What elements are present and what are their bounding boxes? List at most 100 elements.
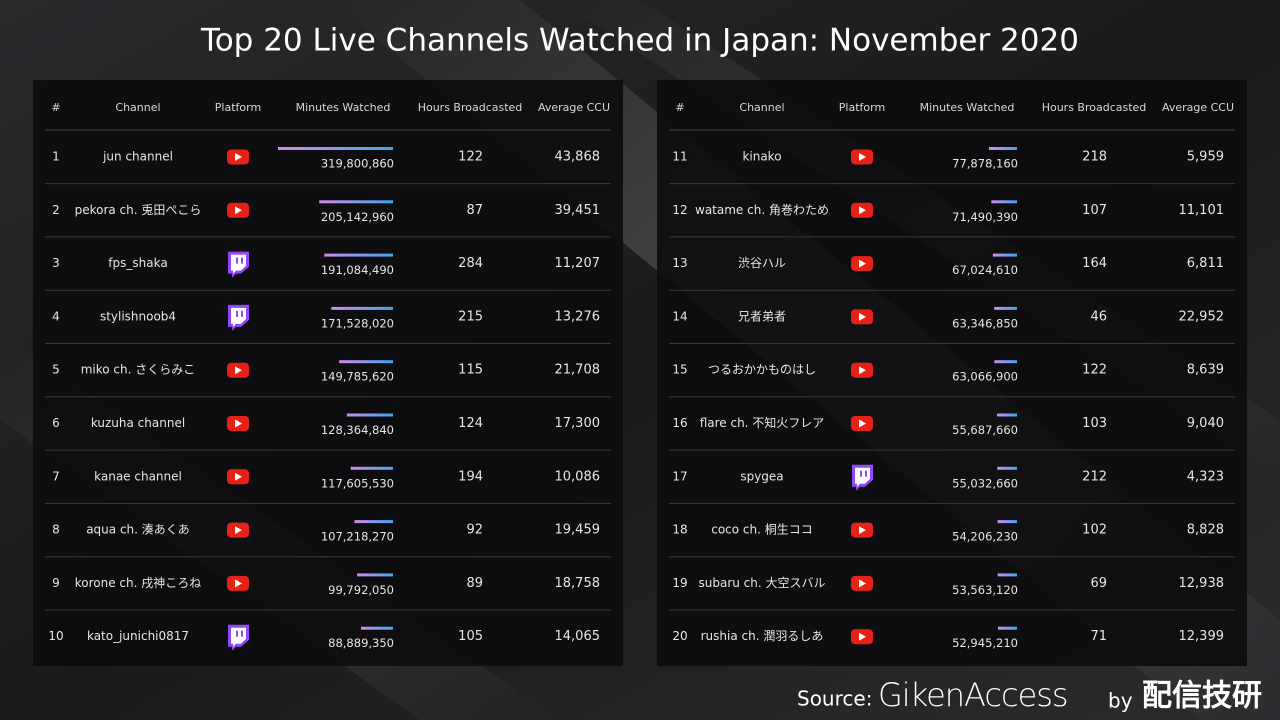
hours-broadcasted: 122 bbox=[458, 150, 483, 165]
average-ccu: 11,207 bbox=[555, 256, 601, 271]
youtube-icon bbox=[851, 149, 873, 165]
average-ccu: 39,451 bbox=[555, 203, 601, 218]
minutes-watched: 52,945,210 bbox=[952, 636, 1018, 650]
average-ccu: 9,040 bbox=[1187, 416, 1224, 431]
average-ccu: 43,868 bbox=[555, 150, 601, 165]
twitch-icon bbox=[228, 251, 249, 278]
column-header: Hours Broadcasted bbox=[418, 101, 523, 114]
icon-play bbox=[859, 419, 866, 428]
source-label: Source: bbox=[797, 687, 872, 711]
icon-eyes bbox=[860, 470, 867, 477]
youtube-icon bbox=[851, 416, 873, 431]
icon-play bbox=[859, 206, 866, 215]
minutes-bar bbox=[331, 306, 393, 310]
minutes-watched: 191,084,490 bbox=[321, 263, 394, 277]
average-ccu: 12,399 bbox=[1179, 629, 1225, 644]
rank: 16 bbox=[672, 416, 687, 430]
average-ccu: 22,952 bbox=[1179, 309, 1225, 324]
average-ccu: 21,708 bbox=[555, 363, 601, 378]
minutes-bar bbox=[994, 360, 1017, 364]
rank: 3 bbox=[52, 256, 60, 270]
rank: 19 bbox=[672, 576, 687, 590]
column-header: Platform bbox=[215, 101, 261, 114]
source-name: GikenAccess bbox=[878, 676, 1068, 714]
column-header: # bbox=[51, 101, 60, 114]
minutes-watched: 149,785,620 bbox=[321, 370, 394, 384]
column-header: Minutes Watched bbox=[920, 101, 1015, 114]
minutes-bar bbox=[324, 253, 393, 257]
minutes-bar bbox=[339, 360, 393, 364]
hours-broadcasted: 212 bbox=[1082, 469, 1107, 484]
icon-play bbox=[235, 526, 242, 535]
average-ccu: 8,828 bbox=[1187, 523, 1224, 538]
channel-name: kuzuha channel bbox=[91, 416, 185, 430]
column-header: Average CCU bbox=[538, 101, 610, 114]
minutes-watched: 63,346,850 bbox=[952, 316, 1018, 330]
youtube-icon bbox=[851, 575, 873, 591]
publisher: 配信技研 bbox=[1142, 679, 1262, 714]
icon-play bbox=[235, 366, 242, 375]
minutes-bar bbox=[997, 520, 1017, 524]
hours-broadcasted: 124 bbox=[458, 416, 483, 431]
table-panel bbox=[33, 80, 623, 666]
average-ccu: 8,639 bbox=[1187, 363, 1224, 378]
icon-play bbox=[859, 579, 866, 588]
minutes-watched: 99,792,050 bbox=[328, 583, 394, 597]
column-header: Channel bbox=[739, 101, 784, 114]
column-header: Channel bbox=[115, 101, 160, 114]
youtube-icon bbox=[851, 202, 873, 218]
channel-name: つるおかかものはし bbox=[708, 363, 816, 377]
hours-broadcasted: 107 bbox=[1082, 203, 1107, 218]
youtube-icon bbox=[227, 416, 249, 431]
youtube-icon bbox=[851, 309, 873, 325]
average-ccu: 13,276 bbox=[555, 309, 601, 324]
minutes-watched: 71,490,390 bbox=[952, 210, 1018, 224]
channel-name: coco ch. 桐生ココ bbox=[711, 523, 813, 537]
column-header: Platform bbox=[839, 101, 885, 114]
minutes-watched: 128,364,840 bbox=[321, 423, 394, 437]
hours-broadcasted: 102 bbox=[1082, 523, 1107, 538]
channel-name: pekora ch. 兎田ぺこら bbox=[75, 203, 202, 217]
minutes-watched: 319,800,860 bbox=[321, 157, 394, 171]
youtube-icon bbox=[227, 522, 249, 538]
minutes-bar bbox=[997, 573, 1017, 577]
minutes-watched: 53,563,120 bbox=[952, 583, 1018, 597]
minutes-watched: 117,605,530 bbox=[321, 476, 394, 490]
minutes-watched: 77,878,160 bbox=[952, 157, 1018, 171]
icon-play bbox=[859, 366, 866, 375]
hours-broadcasted: 218 bbox=[1082, 150, 1107, 165]
hours-broadcasted: 69 bbox=[1090, 576, 1107, 591]
channel-name: 渋谷ハル bbox=[738, 256, 786, 270]
hours-broadcasted: 103 bbox=[1082, 416, 1107, 431]
rank: 7 bbox=[52, 469, 60, 483]
channel-name: jun channel bbox=[102, 150, 173, 164]
average-ccu: 17,300 bbox=[555, 416, 601, 431]
twitch-icon bbox=[228, 624, 249, 651]
channel-name: aqua ch. 湊あくあ bbox=[86, 523, 190, 537]
minutes-bar bbox=[350, 466, 393, 470]
minutes-bar bbox=[991, 200, 1017, 204]
youtube-icon bbox=[851, 629, 873, 645]
hours-broadcasted: 71 bbox=[1090, 629, 1107, 644]
hours-broadcasted: 215 bbox=[458, 309, 483, 324]
minutes-watched: 55,032,660 bbox=[952, 476, 1018, 490]
channel-name: watame ch. 角巻わため bbox=[695, 203, 829, 217]
minutes-bar bbox=[357, 573, 393, 577]
hours-broadcasted: 284 bbox=[458, 256, 483, 271]
rank: 10 bbox=[48, 629, 63, 643]
average-ccu: 5,959 bbox=[1187, 150, 1224, 165]
icon-play bbox=[235, 153, 242, 161]
hours-broadcasted: 89 bbox=[466, 576, 483, 591]
icon-play bbox=[235, 206, 242, 215]
channel-name: rushia ch. 潤羽るしあ bbox=[701, 629, 824, 643]
minutes-watched: 205,142,960 bbox=[321, 210, 394, 224]
average-ccu: 11,101 bbox=[1179, 203, 1225, 218]
minutes-bar bbox=[988, 147, 1017, 150]
minutes-bar bbox=[997, 466, 1017, 470]
rank: 11 bbox=[672, 150, 687, 164]
rank: 6 bbox=[52, 416, 60, 430]
average-ccu: 10,086 bbox=[555, 469, 601, 484]
hours-broadcasted: 46 bbox=[1090, 309, 1107, 324]
icon-play bbox=[859, 312, 866, 321]
